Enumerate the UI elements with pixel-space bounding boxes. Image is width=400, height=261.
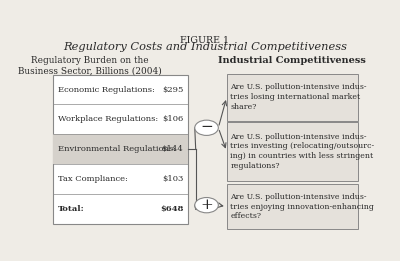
Text: Are U.S. pollution-intensive indus-
tries investing (relocating/outsourc-
ing) i: Are U.S. pollution-intensive indus- trie… [230,133,374,170]
Text: $295: $295 [162,86,183,93]
Text: $106: $106 [162,115,183,123]
Bar [53,75,188,224]
Circle shape [195,120,218,135]
Text: $103: $103 [162,175,183,183]
Text: −: − [200,120,213,134]
Bar [53,134,188,164]
Text: Regulatory Burden on the
Business Sector, Billions (2004): Regulatory Burden on the Business Sector… [18,56,162,76]
Bar [227,122,358,181]
Bar [227,74,358,121]
Text: Economic Regulations:: Economic Regulations: [58,86,155,93]
Text: Workplace Regulations:: Workplace Regulations: [58,115,158,123]
Text: Regulatory Costs and Industrial Competitiveness: Regulatory Costs and Industrial Competit… [63,42,347,52]
Text: Total:: Total: [58,205,84,213]
Text: $648: $648 [160,205,183,213]
Bar [227,184,358,229]
Text: FIGURE 1: FIGURE 1 [180,36,230,45]
Circle shape [195,198,218,213]
Text: Industrial Competitiveness: Industrial Competitiveness [218,56,366,66]
Text: Tax Compliance:: Tax Compliance: [58,175,128,183]
Text: Are U.S. pollution-intensive indus-
tries enjoying innovation-enhancing
effects?: Are U.S. pollution-intensive indus- trie… [230,193,374,221]
Text: Environmental Regulations:: Environmental Regulations: [58,145,176,153]
Text: Are U.S. pollution-intensive indus-
tries losing international market
share?: Are U.S. pollution-intensive indus- trie… [230,83,367,111]
Text: $144: $144 [162,145,183,153]
Text: +: + [200,198,213,212]
